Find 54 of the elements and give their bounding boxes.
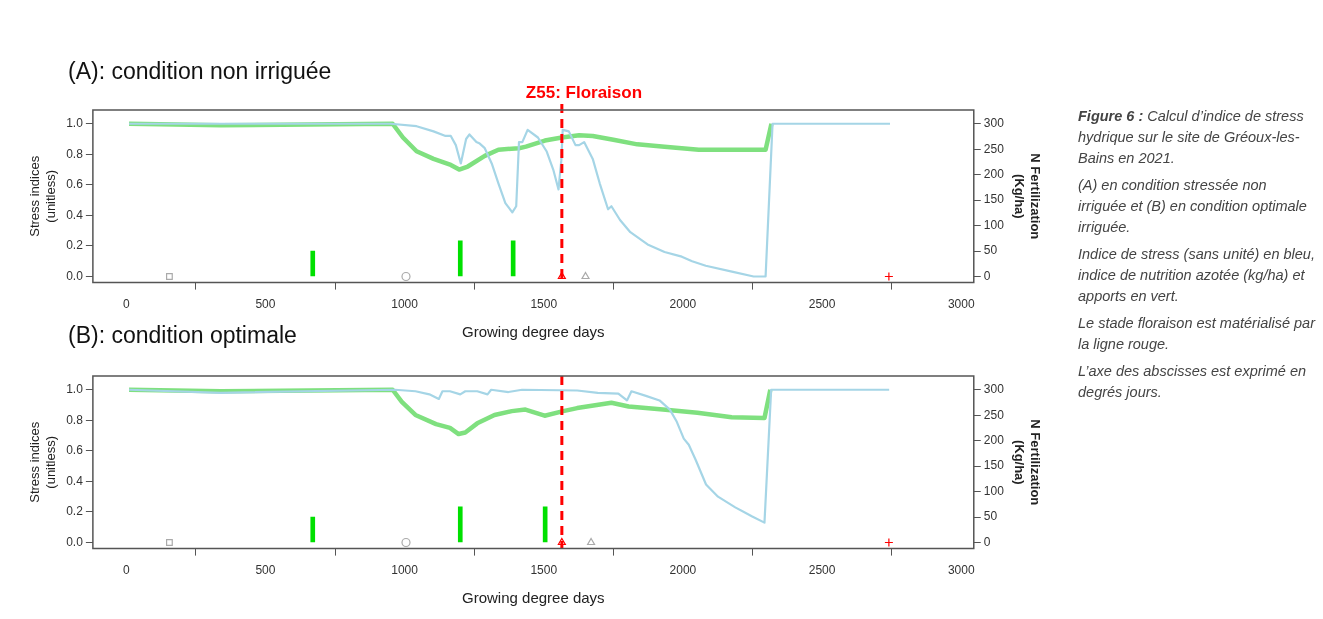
x-tick-label: 1500 xyxy=(530,563,558,578)
x-tick-label: 1500 xyxy=(530,297,558,312)
y2-tick-label: 0 xyxy=(983,268,991,283)
x-tick-label: 500 xyxy=(255,297,276,312)
y-tick-label: 0.8 xyxy=(66,412,84,427)
x-axis-title: Growing degree days xyxy=(462,589,605,607)
x-tick-label: 0 xyxy=(122,563,130,578)
x-tick-label: 500 xyxy=(255,563,276,578)
text: Le stade floraison est matérialisé par la ligne rouge. xyxy=(1078,314,1316,355)
y2-tick-label: 100 xyxy=(983,217,1005,232)
y-tick-label: 1.0 xyxy=(66,116,84,131)
y2-tick-label: 300 xyxy=(983,382,1005,397)
caption: Figure 6 : xyxy=(1078,108,1144,124)
x-tick-label: 2500 xyxy=(808,563,836,578)
x-tick-label: 1000 xyxy=(391,563,419,578)
y2-tick-label: 250 xyxy=(983,407,1005,422)
y-tick-label: 0.2 xyxy=(66,504,84,519)
y-tick-label: 0.6 xyxy=(66,177,84,192)
y2-tick-label: 300 xyxy=(983,116,1005,131)
y-tick-label: 0.0 xyxy=(66,268,84,283)
y2-tick-label: 50 xyxy=(983,243,998,258)
y-tick-label: 0.4 xyxy=(66,207,84,222)
x-tick-label: 2000 xyxy=(669,297,697,312)
y2-tick-label: 50 xyxy=(983,509,998,524)
chart-title: (B): condition optimale xyxy=(68,322,297,349)
ref-line-label: Z55: Floraison xyxy=(525,83,643,103)
y-tick-label: 0.4 xyxy=(66,473,84,488)
x-tick-label: 1000 xyxy=(391,297,419,312)
y2-tick-label: 150 xyxy=(983,192,1005,207)
text: L’axe des abscisses est exprimé en degrés jours. xyxy=(1078,362,1308,403)
y-tick-label: 1.0 xyxy=(66,382,84,397)
text: Indice de stress (sans unité) en bleu, indice de nutrition azotée (kg/ha) et apports en vert. xyxy=(1078,245,1316,307)
y-tick-label: 0.6 xyxy=(66,443,84,458)
y-tick-label: 0.8 xyxy=(66,146,84,161)
y2-axis-title: N Fertilization (Kg/ha) xyxy=(1012,153,1043,240)
y2-axis-title: N Fertilization (Kg/ha) xyxy=(1012,419,1043,506)
y2-tick-label: 150 xyxy=(983,458,1005,473)
x-tick-label: 2500 xyxy=(808,297,836,312)
y2-tick-label: 100 xyxy=(983,483,1005,498)
y2-tick-label: 250 xyxy=(983,141,1005,156)
y2-tick-label: 200 xyxy=(983,166,1005,181)
text: (A) en condition stressée non irriguée et (B) en condition optimale irriguée. xyxy=(1078,176,1308,238)
x-axis-title: Growing degree days xyxy=(462,323,605,341)
y-axis-title: Stress indices (unitless) xyxy=(27,421,58,503)
x-tick-label: 3000 xyxy=(947,297,975,312)
y2-tick-label: 0 xyxy=(983,534,991,549)
chart-title: (A): condition non irriguée xyxy=(68,58,332,85)
y2-tick-label: 200 xyxy=(983,432,1005,447)
x-tick-label: 3000 xyxy=(947,563,975,578)
y-tick-label: 0.0 xyxy=(66,534,84,549)
y-axis-title: Stress indices (unitless) xyxy=(27,155,58,237)
x-tick-label: 2000 xyxy=(669,563,697,578)
x-tick-label: 0 xyxy=(122,297,130,312)
y-tick-label: 0.2 xyxy=(66,238,84,253)
